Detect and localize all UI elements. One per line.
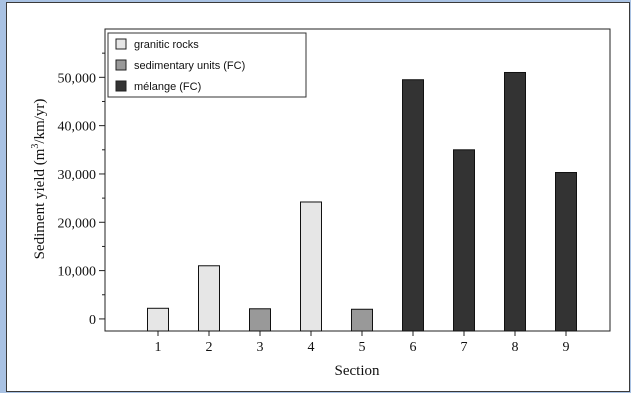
y-axis-title-superscript: 3 (30, 144, 41, 149)
x-axis-title: Section (335, 363, 380, 379)
y-tick-label: 50,000 (58, 71, 97, 86)
bar-section-6 (402, 79, 424, 332)
y-axis-title-unit: /km/yr) (32, 99, 48, 144)
x-tick-label: 3 (257, 340, 264, 355)
chart-frame: 0 10,000 20,000 30,000 40,000 50,000 1 2 3 4 5 6 7 8… (6, 2, 630, 392)
bar-section-3 (249, 308, 271, 332)
x-tick-label: 6 (410, 340, 417, 355)
bar-section-8 (504, 71, 526, 332)
y-axis-ticks: 0 10,000 20,000 30,000 40,000 50,000 (58, 71, 105, 328)
y-minor-ticks (102, 52, 105, 296)
x-tick-label: 1 (155, 340, 162, 355)
x-tick-label: 5 (359, 340, 366, 355)
bar-section-1 (147, 307, 169, 332)
y-axis-title-main: Sediment yield (m (32, 148, 48, 259)
x-tick-label: 7 (461, 340, 468, 355)
bar-section-9 (555, 172, 577, 332)
x-tick-label: 8 (512, 340, 519, 355)
legend-box (107, 32, 307, 98)
y-axis-title: Sediment yield (m3/km/yr) (30, 99, 48, 260)
legend-label-sedimentary: sedimentary units (FC) (134, 60, 245, 72)
bars (147, 71, 577, 332)
y-tick-label: 40,000 (58, 120, 97, 135)
bar-chart: 0 10,000 20,000 30,000 40,000 50,000 1 2 3 4 5 6 7 8… (30, 28, 611, 379)
bar-section-7 (453, 149, 475, 332)
legend-swatch-granitic (115, 38, 127, 50)
legend-label-granitic: granitic rocks (134, 39, 199, 51)
legend: granitic rocks sedimentary units (FC) mé… (107, 32, 307, 98)
bar-section-4 (300, 201, 322, 332)
x-axis-ticks: 1 2 3 4 5 6 7 8 9 (155, 331, 570, 355)
legend-label-melange: mélange (FC) (134, 81, 201, 93)
x-tick-label: 2 (206, 340, 213, 355)
x-tick-label: 4 (308, 340, 315, 355)
y-tick-label: 30,000 (58, 168, 97, 183)
y-tick-label: 0 (89, 313, 96, 328)
legend-swatch-sedimentary (115, 59, 127, 71)
y-tick-label: 20,000 (58, 216, 97, 231)
legend-swatch-melange (115, 80, 127, 92)
y-tick-label: 10,000 (58, 265, 97, 280)
bar-section-2 (198, 265, 220, 332)
bar-section-5 (351, 308, 373, 332)
x-tick-label: 9 (563, 340, 570, 355)
